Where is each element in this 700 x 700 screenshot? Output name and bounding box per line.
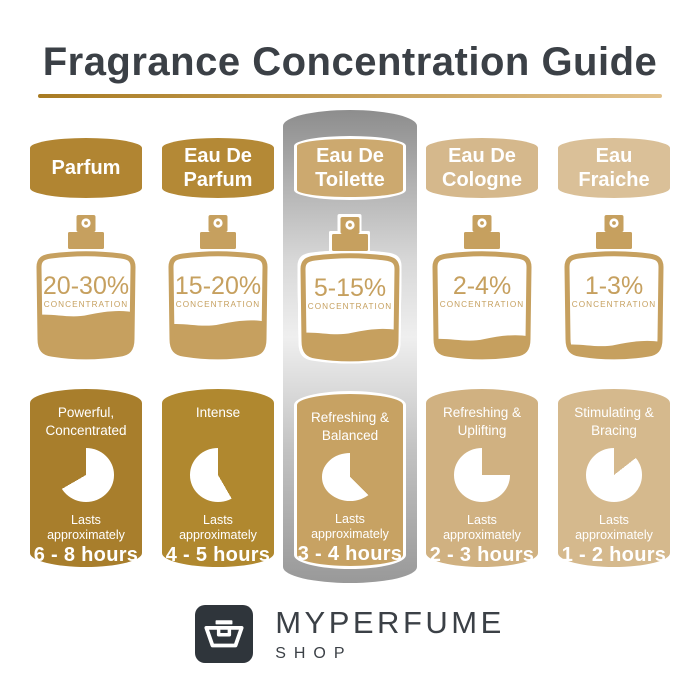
clock-icon <box>58 448 114 502</box>
info-card: Refreshing & Balanced Lasts approximatel… <box>294 391 406 569</box>
fragrance-type-label: Eau Fraiche <box>558 138 670 198</box>
info-card: Stimulating & Bracing Lasts approximatel… <box>558 389 670 567</box>
columns: Parfum 20-30% CONCENTRATION Powerful, Co… <box>30 110 670 584</box>
perfume-shop-logo-icon <box>195 605 254 663</box>
duration-text: 1 - 2 hours <box>561 544 667 566</box>
concentration-label: CONCENTRATION <box>44 300 128 309</box>
liquid-fill <box>171 320 265 357</box>
descriptor-text: Refreshing & Uplifting <box>442 405 522 438</box>
duration-text: 2 - 3 hours <box>429 544 535 566</box>
bottle-glyph-icon <box>204 620 244 648</box>
fragrance-type-label: Eau De Parfum <box>162 138 274 198</box>
concentration-label: CONCENTRATION <box>572 300 656 309</box>
perfume-bottle-icon: 5-15% CONCENTRATION <box>300 217 400 362</box>
lasts-label: Lasts approximately <box>179 512 257 542</box>
perfume-bottle-icon: 2-4% CONCENTRATION <box>432 215 532 360</box>
duration-text: 6 - 8 hours <box>33 544 139 566</box>
column-eau-de-parfum: Eau De Parfum 15-20% CONCENTRATION Inten… <box>162 110 274 569</box>
brand-text: MYPERFUME SHOP <box>275 605 505 663</box>
liquid-fill <box>39 311 133 357</box>
lasts-label: Lasts approximately <box>443 512 521 542</box>
duration-text: 4 - 5 hours <box>165 544 271 566</box>
liquid-fill <box>435 335 529 357</box>
brand-name: MYPERFUME <box>275 605 505 640</box>
concentration-label: CONCENTRATION <box>440 300 524 309</box>
brand-subtitle: SHOP <box>275 645 353 662</box>
concentration-label: CONCENTRATION <box>308 302 392 311</box>
concentration-value: 2-4% <box>453 272 511 300</box>
concentration-value: 5-15% <box>314 274 386 302</box>
title-section: Fragrance Concentration Guide <box>0 40 700 98</box>
concentration-value: 15-20% <box>175 272 261 300</box>
lasts-label: Lasts approximately <box>575 512 653 542</box>
perfume-bottle-icon: 1-3% CONCENTRATION <box>564 215 664 360</box>
clock-icon <box>322 453 378 501</box>
concentration-value: 1-3% <box>585 272 643 300</box>
page-title: Fragrance Concentration Guide <box>42 40 658 84</box>
clock-icon <box>454 448 510 502</box>
brand-footer: MYPERFUME SHOP <box>0 605 700 663</box>
descriptor-text: Intense <box>195 405 241 420</box>
column-eau-de-toilette: Eau De Toilette 5-15% CONCENTRATION Refr… <box>294 110 406 569</box>
fragrance-type-label: Eau De Toilette <box>294 136 406 200</box>
perfume-bottle-icon: 20-30% CONCENTRATION <box>36 215 136 360</box>
info-card: Intense Lasts approximately 4 - 5 hours <box>162 389 274 567</box>
descriptor-text: Powerful, Concentrated <box>45 405 127 438</box>
column-parfum: Parfum 20-30% CONCENTRATION Powerful, Co… <box>30 110 142 569</box>
fragrance-type-label: Eau De Cologne <box>426 138 538 198</box>
duration-text: 3 - 4 hours <box>297 543 403 565</box>
info-card: Refreshing & Uplifting Lasts approximate… <box>426 389 538 567</box>
clock-icon <box>586 448 642 502</box>
lasts-label: Lasts approximately <box>311 511 389 541</box>
descriptor-text: Refreshing & Balanced <box>310 410 390 443</box>
clock-icon <box>190 448 246 502</box>
info-card: Powerful, Concentrated Lasts approximate… <box>30 389 142 567</box>
concentration-label: CONCENTRATION <box>176 300 260 309</box>
perfume-bottle-icon: 15-20% CONCENTRATION <box>168 215 268 360</box>
title-underline <box>38 94 662 98</box>
concentration-value: 20-30% <box>43 272 129 300</box>
lasts-label: Lasts approximately <box>47 512 125 542</box>
column-eau-fraiche: Eau Fraiche 1-3% CONCENTRATION Stimulati… <box>558 110 670 569</box>
column-eau-de-cologne: Eau De Cologne 2-4% CONCENTRATION Refres… <box>426 110 538 569</box>
descriptor-text: Stimulating & Bracing <box>574 405 654 438</box>
fragrance-type-label: Parfum <box>30 138 142 198</box>
